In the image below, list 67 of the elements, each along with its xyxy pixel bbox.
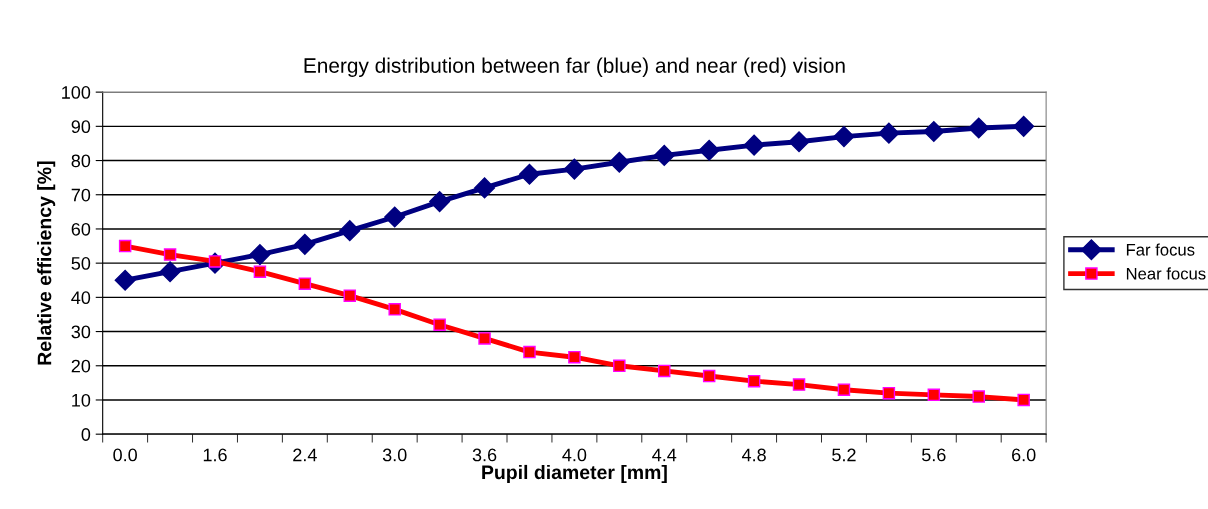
point [388,303,401,316]
y-tick-label: 80 [71,154,91,168]
point [339,220,361,242]
y-tick-label: 90 [71,120,91,134]
y-tick-label: 60 [71,222,91,236]
x-axis-title: Pupil diameter [mm] [482,464,667,484]
point [523,345,536,359]
point [653,144,675,166]
point [563,158,585,180]
x-tick-label: 4.8 [741,448,766,462]
point [613,359,626,373]
y-tick-label: 100 [62,86,91,99]
point [433,318,446,331]
x-tick-label: 3.0 [382,448,407,462]
point [568,350,581,364]
point [702,369,716,383]
x-tick-label: 0.0 [113,448,137,462]
point [788,131,810,153]
x-tick-label: 5.6 [921,448,946,462]
x-tick-label: 5.2 [832,448,856,462]
x-tick-label: 4.4 [652,448,677,462]
y-tick-label: 0 [81,428,91,441]
x-tick-label: 3.6 [472,448,497,462]
point [163,248,177,261]
point [972,390,985,403]
point [658,364,671,378]
point [927,388,941,402]
point [743,134,765,156]
point [474,177,496,199]
y-tick-label: 20 [71,359,91,373]
point [343,289,357,302]
point [923,120,945,142]
point [698,139,720,161]
point [1017,393,1030,407]
x-tick-label: 6.0 [1012,448,1036,462]
point [747,374,761,388]
point [837,383,851,396]
point [249,244,271,266]
point [159,261,181,283]
point [878,122,900,144]
y-tick-label: 10 [72,393,91,407]
point [294,233,316,255]
point [118,239,132,253]
point [478,332,491,345]
legend-label: Near focus [1126,267,1206,280]
x-tick-label: 2.4 [293,448,317,462]
point [882,386,896,400]
chart-title: Energy distribution between far (blue) and near (red) vision [304,57,845,78]
legend-label: Far focus [1126,243,1195,256]
y-axis-title: Relative efficiency [%] [37,161,56,365]
point [518,163,540,185]
point [968,117,990,139]
y-tick-label: 50 [71,257,91,270]
point [384,206,406,228]
point [253,265,267,278]
y-tick-label: 40 [71,291,91,305]
point [833,126,855,148]
y-tick-label: 70 [71,188,91,202]
x-tick-label: 4.0 [562,448,587,462]
x-tick-label: 1.6 [203,448,227,462]
y-tick-label: 30 [71,325,91,339]
point [792,378,806,391]
point [114,269,136,291]
point [1013,115,1035,137]
point [608,151,630,173]
point [429,191,451,213]
point [298,277,312,290]
